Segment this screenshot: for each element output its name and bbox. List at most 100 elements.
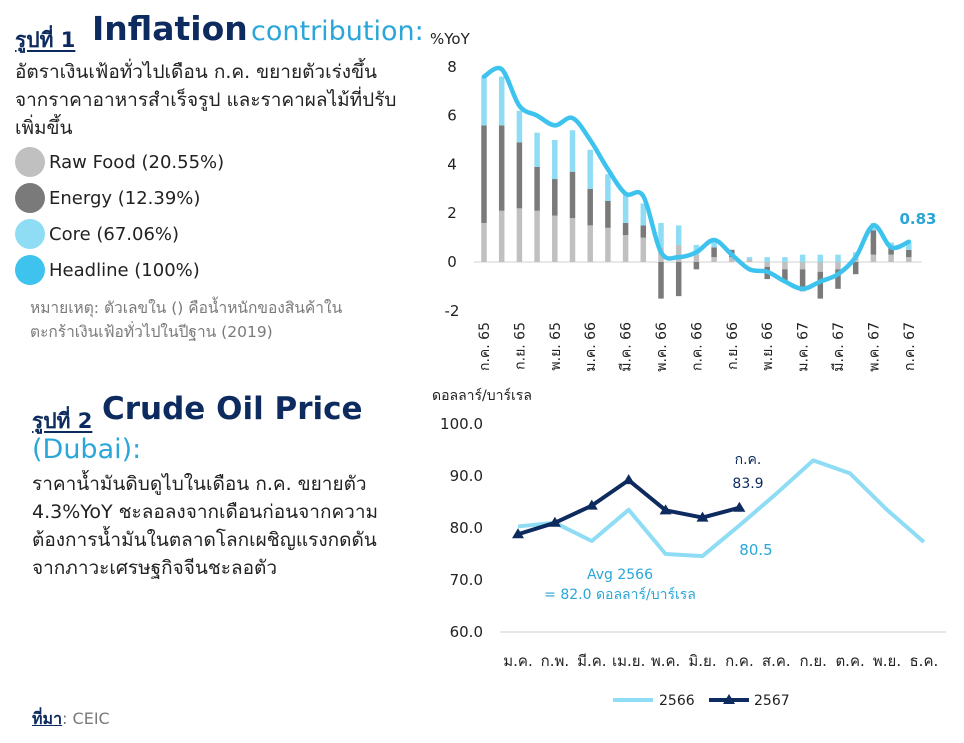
fig1-label: รูปที่ 1 — [15, 28, 76, 52]
series-2566-line — [517, 458, 926, 559]
legend-2566: 2566 — [613, 693, 695, 709]
legend-core-swatch — [15, 219, 45, 249]
y-tick-label: 90.0 — [450, 467, 483, 485]
legend-2567: 2567 — [709, 693, 790, 709]
fig1-desc-line-1: อัตราเงินเฟ้อทั่วไปเดือน ก.ค. ขยายตัวเร่… — [15, 61, 378, 83]
bar-segment-energy — [888, 247, 894, 255]
source-text: : CEIC — [62, 709, 110, 728]
bar-segment-energy — [799, 269, 806, 292]
bar-segment-core — [906, 242, 912, 250]
fig1-unit: %YoY — [430, 30, 470, 48]
legend-energy-label: Energy (12.39%) — [49, 187, 201, 209]
x-tick-label: ก.ค. 65 — [477, 322, 493, 371]
bar-segment-raw-food — [711, 257, 717, 262]
bar-segment-core — [552, 140, 558, 180]
bar-segment-core — [516, 110, 523, 143]
bar-segment-raw-food — [906, 257, 912, 262]
bar-segment-energy — [870, 230, 877, 255]
bar-segment-raw-food — [516, 208, 523, 262]
x-tick-label: พ.ค. 66 — [654, 322, 670, 372]
bar-segment-raw-food — [782, 262, 788, 270]
bar-segment-core — [658, 222, 664, 248]
fig2-desc-line-1: ราคาน้ำมันดิบดูไบในเดือน ก.ค. ขยายตัว — [32, 473, 367, 495]
x-tick-label: ส.ค. — [762, 652, 791, 670]
fig1-title-rest: contribution: — [251, 16, 424, 47]
bar-segment-energy — [782, 269, 788, 282]
y-tick-label: 0 — [447, 253, 457, 271]
bar-segment-energy — [605, 201, 611, 228]
fig1-desc-line-3: เพิ่มขึ้น — [15, 117, 73, 139]
bar-segment-energy — [675, 262, 682, 297]
legend-2567-label: 2567 — [754, 693, 790, 709]
fig2-desc-line-4: จากภาวะเศรษฐกิจจีนชะลอตัว — [32, 557, 278, 579]
legend-2566-label: 2566 — [659, 693, 695, 709]
legend-headline-label: Headline (100%) — [49, 259, 200, 281]
legend-headline: Headline (100%) — [15, 255, 200, 285]
x-tick-label: ก.ย. 65 — [512, 322, 528, 370]
bar-segment-raw-food — [605, 227, 611, 262]
x-tick-label: มี.ค. — [577, 652, 606, 670]
x-tick-label: มี.ค. 66 — [619, 322, 635, 372]
fig2-desc-line-2: 4.3%YoY ชะลอลงจากเดือนก่อนจากความ — [32, 501, 379, 523]
avg-2566-line-1: Avg 2566 — [587, 567, 653, 583]
bar-segment-raw-food — [675, 244, 682, 262]
x-tick-label: ม.ค. 67 — [796, 322, 812, 372]
x-tick-label: ก.ค. — [725, 652, 754, 670]
bar-segment-energy — [516, 142, 523, 209]
x-tick-label: ม.ค. — [503, 652, 532, 670]
series-2567-point — [622, 474, 635, 485]
bar-segment-core — [711, 242, 717, 248]
bar-segment-core — [675, 225, 682, 245]
bar-segment-energy — [711, 247, 717, 258]
series-2567-point — [585, 499, 598, 510]
bar-segment-core — [764, 257, 770, 262]
annotation-2567-value: 83.9 — [732, 476, 763, 492]
bar-segment-raw-food — [552, 215, 558, 262]
bar-segment-raw-food — [746, 259, 753, 262]
x-tick-label: มิ.ย. — [688, 652, 716, 670]
bar-segment-energy — [658, 262, 664, 299]
legend-raw-food: Raw Food (20.55%) — [15, 147, 224, 177]
bar-segment-core — [605, 174, 611, 201]
fig1-note-line-1: หมายเหตุ: ตัวเลขใน () คือน้ำหนักของสินค้… — [30, 299, 343, 317]
y-tick-label: 2 — [447, 204, 457, 222]
legend-raw-food-label: Raw Food (20.55%) — [49, 151, 225, 173]
bar-segment-energy — [817, 271, 824, 299]
x-tick-label: ก.ค. 66 — [689, 322, 705, 371]
bar-segment-raw-food — [693, 254, 700, 262]
crude-oil-price-chart: 60.0 70.0 80.0 90.0 100.0 ม.ค. ก.พ. มี.ค. เม.ย.… — [440, 415, 946, 709]
bar-segment-energy — [906, 249, 912, 258]
bar-segment-core — [569, 130, 576, 172]
fig2-unit: ดอลลาร์/บาร์เรล — [432, 388, 532, 404]
series-2567-point — [696, 511, 709, 522]
bar-segment-raw-food — [481, 222, 487, 262]
x-tick-label: ธ.ค. — [910, 652, 939, 670]
x-tick-label: ก.ย. — [799, 652, 826, 670]
bar-segment-core — [799, 254, 806, 262]
headline-last-value-label: 0.83 — [899, 210, 936, 228]
legend-core: Core (67.06%) — [15, 219, 179, 249]
bar-segment-energy — [622, 222, 629, 236]
y-tick-label: 4 — [447, 155, 457, 173]
series-2567-point — [548, 516, 561, 527]
bar-segment-energy — [587, 188, 593, 226]
x-tick-label: พ.ย. 65 — [548, 322, 564, 371]
bar-segment-raw-food — [888, 254, 894, 262]
annotation-2566-value: 80.5 — [739, 541, 772, 559]
source-note: ที่มา: CEIC — [32, 707, 110, 732]
x-tick-label: พ.ย. — [873, 652, 901, 670]
fig1-desc-line-2: จากราคาอาหารสำเร็จรูป และราคาผลไม้ที่ปรั… — [15, 89, 397, 111]
annotation-month: ก.ค. — [735, 452, 762, 468]
x-tick-label: พ.ย. 66 — [760, 322, 776, 371]
fig1-title: Inflation — [92, 9, 248, 48]
x-tick-label: เม.ย. — [612, 652, 645, 670]
bar-segment-energy — [569, 171, 576, 219]
legend-headline-swatch — [15, 255, 45, 285]
bar-segment-energy — [481, 125, 487, 223]
legend-core-label: Core (67.06%) — [49, 223, 180, 245]
bar-segment-core — [746, 257, 753, 260]
bar-segment-core — [782, 257, 788, 262]
bar-segment-raw-food — [587, 225, 593, 262]
y-tick-label: 70.0 — [450, 571, 483, 589]
legend-raw-food-swatch — [15, 147, 45, 177]
